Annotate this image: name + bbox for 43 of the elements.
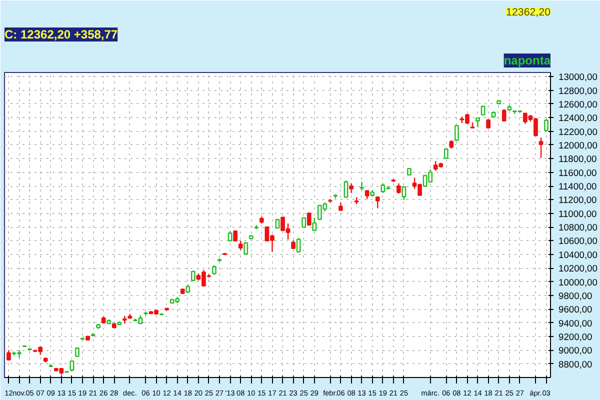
y-tick-label: 10200,00: [558, 264, 598, 274]
y-tick-label: 9400,00: [558, 318, 592, 328]
y-tick-label: 11600,00: [558, 168, 597, 178]
candlestick: [396, 182, 401, 194]
candlestick: [402, 186, 406, 201]
candlestick: [344, 180, 348, 198]
candlestick: [238, 240, 243, 250]
y-tick-label: 10400,00: [558, 250, 598, 260]
y-tick-label: 12800,00: [558, 86, 598, 96]
y-tick-label: 12200,00: [558, 126, 598, 137]
y-tick-label: 9000,00: [558, 346, 592, 356]
candlestick: [212, 264, 216, 276]
y-tick-label: 11400,00: [558, 182, 597, 192]
candlestick: [538, 136, 544, 158]
y-tick-label: 11000,00: [558, 208, 597, 219]
text: 12362,20: [506, 6, 551, 18]
candlestick: [544, 119, 548, 132]
chart-title: C: 12362,20 +358,77: [4, 28, 118, 42]
y-tick-label: 10000,00: [558, 277, 598, 288]
y-tick-label: 12000,00: [558, 140, 598, 150]
candlestick: [349, 182, 354, 194]
y-tick-label: 12600,00: [558, 99, 598, 110]
y-tick-label: 9600,00: [558, 304, 592, 315]
candlestick: [306, 212, 312, 226]
candlestick: [244, 241, 248, 256]
candlestick: [502, 108, 506, 122]
y-tick-label: 11200,00: [558, 195, 597, 206]
y-tick-label: 8800,00: [558, 359, 592, 370]
y-tick-label: 11800,00: [558, 154, 597, 164]
candlestick: [228, 230, 232, 242]
y-tick-label: 13000,00: [558, 72, 598, 82]
candlestick: [360, 181, 364, 191]
y-tick-label: 12400,00: [558, 113, 598, 124]
candlestick: [312, 217, 317, 232]
candlestick: [122, 315, 127, 324]
y-tick-label: 10600,00: [558, 236, 598, 246]
y-tick-label: 9800,00: [558, 290, 592, 301]
candlestick: [296, 237, 301, 253]
y-tick-label: 9200,00: [558, 332, 592, 342]
candlestick: [364, 190, 370, 200]
candlestick: [476, 117, 480, 128]
y-tick-label: 10800,00: [558, 222, 598, 233]
candlestick: [454, 124, 459, 142]
